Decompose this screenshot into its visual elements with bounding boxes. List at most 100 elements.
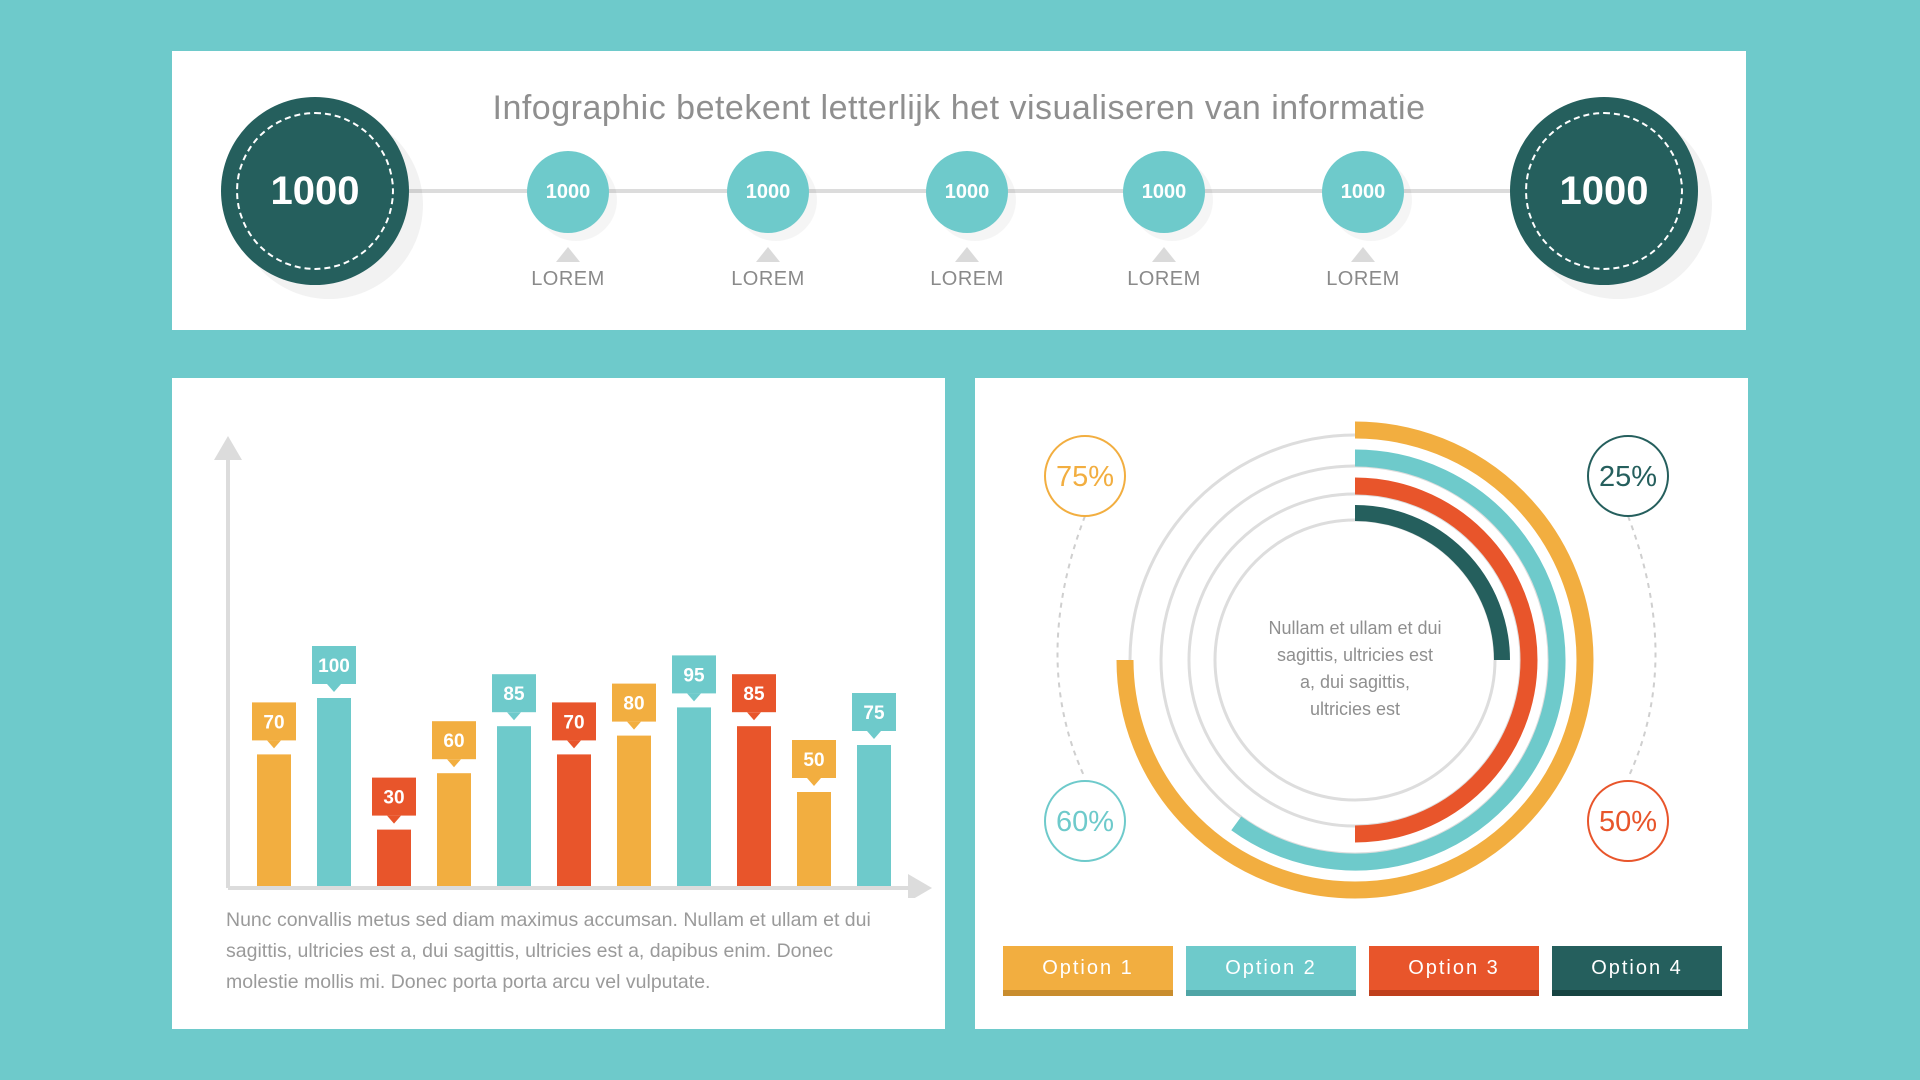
step-value: 1000 [1322, 151, 1404, 233]
triangle-up-icon [1152, 247, 1176, 262]
bar-label-box [732, 674, 776, 713]
legend-option-3: Option 3 [1369, 946, 1539, 996]
ring-arc [1354, 505, 1510, 661]
x-axis-arrow-icon [908, 874, 932, 898]
bar [497, 726, 531, 886]
bar-value-label: 85 [743, 684, 765, 705]
bar [317, 698, 351, 886]
bar-label-box [492, 674, 536, 713]
ring-arc [1354, 477, 1538, 843]
bar [377, 829, 411, 886]
legend-label: Option 2 [1225, 957, 1317, 979]
percent-bubble [1044, 780, 1126, 862]
right-total-circle: 1000 [1510, 97, 1698, 285]
timeline-step: 1000 LOREM [1104, 151, 1224, 291]
percent-bubble [1587, 780, 1669, 862]
ring-chart-panel: Nullam et ullam et dui sagittis, ultricie… [975, 378, 1748, 1029]
ring-center-text: a, dui sagittis, [1300, 672, 1410, 692]
bar-value-label: 60 [443, 731, 464, 752]
legend-underline [1003, 990, 1173, 996]
bar-value-label: 75 [863, 703, 885, 724]
bar-label-box [852, 693, 896, 731]
ring-center-text: ultricies est [1310, 699, 1400, 719]
bar [857, 745, 891, 886]
bar [437, 773, 471, 886]
bar [257, 754, 291, 886]
triangle-up-icon [955, 247, 979, 262]
percent-label: 25% [1599, 461, 1657, 493]
ring-center-text: sagittis, ultricies est [1277, 645, 1433, 665]
bar [797, 792, 831, 886]
ring-arc [1231, 449, 1566, 871]
bar-label-pointer [387, 815, 401, 824]
legend-label: Option 4 [1591, 957, 1683, 979]
percent-bubble [1044, 435, 1126, 517]
legend-option-1: Option 1 [1003, 946, 1173, 996]
bar-label-box [552, 702, 596, 741]
bar-value-label: 70 [263, 712, 284, 733]
step-value: 1000 [1123, 151, 1205, 233]
ring-center-text: Nullam et ullam et dui [1268, 618, 1441, 638]
legend-underline [1369, 990, 1539, 996]
bar-label-box [372, 777, 416, 816]
left-total-value: 1000 [236, 112, 394, 270]
bar-label-pointer [327, 684, 341, 692]
bar-label-box [792, 740, 836, 778]
legend-label: Option 3 [1408, 957, 1500, 979]
legend-underline [1186, 990, 1356, 996]
right-connector-line [1627, 515, 1657, 779]
percent-bubble [1587, 435, 1669, 517]
bar-label-pointer [627, 721, 641, 730]
bar-chart-panel: 70 100 30 60 85 70 80 95 85 50 75 Nunc convallis m… [172, 378, 945, 1029]
legend-option-2: Option 2 [1186, 946, 1356, 996]
step-label: LOREM [930, 268, 1004, 290]
bar-label-box [672, 655, 716, 694]
bar-value-label: 95 [683, 665, 705, 686]
step-value: 1000 [926, 151, 1008, 233]
bar-label-pointer [447, 759, 461, 768]
step-label: LOREM [1127, 268, 1201, 290]
bar-label-pointer [507, 712, 521, 721]
bar-value-label: 100 [318, 656, 350, 677]
timeline-panel: Infographic betekent letterlijk het visu… [172, 51, 1746, 330]
y-axis-arrow-icon [214, 436, 242, 460]
right-total-value: 1000 [1525, 112, 1683, 270]
bar [557, 754, 591, 886]
left-connector-line [1056, 515, 1086, 779]
left-total-circle: 1000 [221, 97, 409, 285]
bar-label-pointer [267, 740, 281, 749]
timeline-step: 1000 LOREM [1303, 151, 1423, 291]
step-value: 1000 [527, 151, 609, 233]
bar [617, 735, 651, 886]
timeline-step: 1000 LOREM [708, 151, 828, 291]
triangle-up-icon [756, 247, 780, 262]
bar-label-box [252, 702, 296, 741]
bar [677, 707, 711, 886]
step-label: LOREM [531, 268, 605, 290]
timeline-step: 1000 LOREM [508, 151, 628, 291]
bar-value-label: 85 [503, 684, 525, 705]
bar-value-label: 30 [383, 788, 404, 809]
bar-label-pointer [807, 778, 821, 786]
legend-underline [1552, 990, 1722, 996]
bar-value-label: 50 [803, 750, 824, 771]
bar-label-box [432, 721, 476, 760]
page-title: Infographic betekent letterlijk het visu… [492, 89, 1426, 127]
bar [737, 726, 771, 886]
bar-label-pointer [567, 740, 581, 749]
bar-label-box [312, 646, 356, 684]
triangle-up-icon [556, 247, 580, 262]
legend-label: Option 1 [1042, 957, 1134, 979]
legend-option-4: Option 4 [1552, 946, 1722, 996]
bar-chart-description: Nunc convallis metus sed diam maximus ac… [226, 909, 871, 993]
timeline-step: 1000 LOREM [907, 151, 1027, 291]
percent-label: 50% [1599, 806, 1657, 838]
bar-label-box [612, 683, 656, 722]
bar-value-label: 80 [623, 694, 644, 715]
bar-label-pointer [867, 731, 881, 739]
bar-label-pointer [687, 693, 701, 702]
bar-chart: 70 100 30 60 85 70 80 95 85 50 75 [214, 436, 932, 898]
ring-arc [1116, 421, 1594, 899]
ring-chart: Nullam et ullam et dui sagittis, ultricie… [1044, 421, 1669, 899]
bar-value-label: 70 [563, 712, 584, 733]
